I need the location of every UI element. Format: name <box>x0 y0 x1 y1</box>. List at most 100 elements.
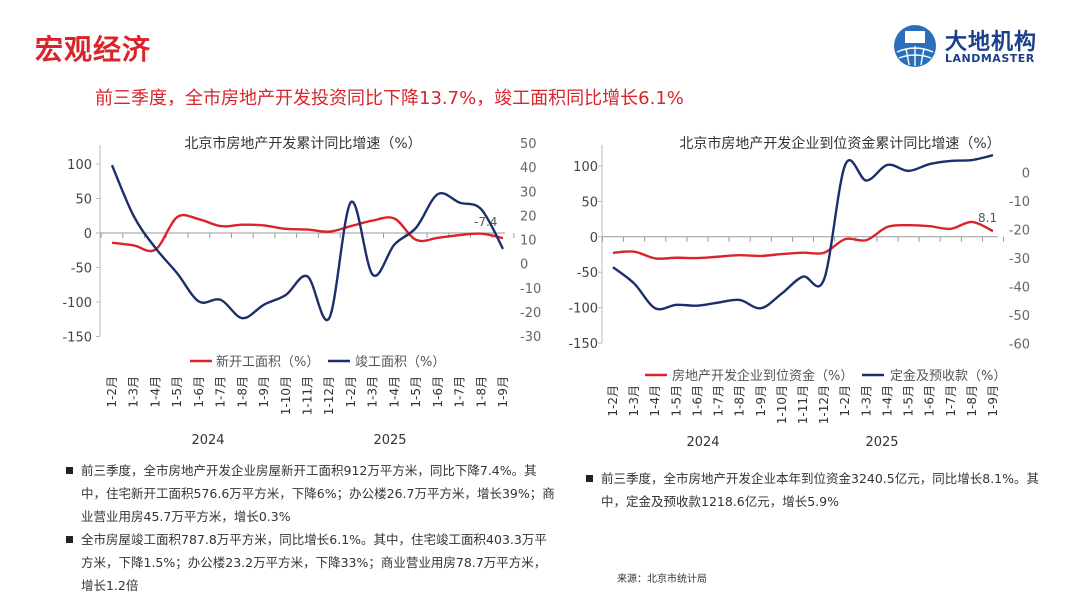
y-tick-label-left: 50 <box>581 195 598 210</box>
x-tick-label: 1-2月 <box>838 385 852 417</box>
y-tick-label-right: -30 <box>520 330 541 345</box>
x-tick-label: 1-4月 <box>148 376 162 408</box>
x-tick-label: 1-2月 <box>344 376 358 408</box>
x-tick-label: 1-6月 <box>431 376 445 408</box>
x-tick-label: 1-4月 <box>387 376 401 408</box>
x-tick-label: 1-2月 <box>105 376 119 408</box>
y-tick-label-right: -10 <box>520 282 541 297</box>
y-tick-label-right: 0 <box>1022 166 1030 181</box>
y-tick-label-left: 100 <box>573 160 598 175</box>
y-tick-label-right: 50 <box>520 137 537 152</box>
note-item: 全市房屋竣工面积787.8万平方米，同比增长6.1%。其中，住宅竣工面积403.… <box>66 528 556 597</box>
note-text: 前三季度，全市房地产开发企业本年到位资金3240.5亿元，同比增长8.1%。其中… <box>601 471 1039 509</box>
source-note: 来源：北京市统计局 <box>617 574 707 585</box>
x-tick-label: 1-12月 <box>322 376 336 415</box>
notes-right: 前三季度，全市房地产开发企业本年到位资金3240.5亿元，同比增长8.1%。其中… <box>586 467 1056 513</box>
legend-label: 竣工面积（%） <box>355 355 445 370</box>
y-tick-label-left: -100 <box>62 296 92 311</box>
note-text: 全市房屋竣工面积787.8万平方米，同比增长6.1%。其中，住宅竣工面积403.… <box>81 532 547 593</box>
year-group-label: 2024 <box>686 435 719 450</box>
y-tick-label-right: 20 <box>520 209 537 224</box>
chart-title: 北京市房地产开发累计同比增速（%） <box>184 135 421 152</box>
x-tick-label: 1-8月 <box>235 376 249 408</box>
y-tick-label-right: -10 <box>1009 195 1030 210</box>
globe-logo-icon <box>894 25 936 67</box>
y-tick-label-left: -100 <box>568 302 598 317</box>
x-tick-label: 1-5月 <box>409 376 423 408</box>
legend-label: 房地产开发企业到位资金（%） <box>672 368 853 384</box>
y-tick-label-right: -30 <box>1009 252 1030 267</box>
slide-subtitle: 前三季度，全市房地产开发投资同比下降13.7%，竣工面积同比增长6.1% <box>95 88 684 109</box>
x-tick-label: 1-11月 <box>301 376 315 415</box>
x-tick-label: 1-5月 <box>669 385 683 417</box>
logo-name-en: LANDMASTER <box>945 52 1035 65</box>
y-tick-label-left: 50 <box>75 193 92 208</box>
note-item: 前三季度，全市房地产开发企业房屋新开工面积912万平方米，同比下降7.4%。其中… <box>66 459 556 528</box>
year-group-label: 2025 <box>373 433 406 448</box>
x-tick-label: 1-8月 <box>733 385 747 417</box>
year-group-label: 2024 <box>191 433 224 448</box>
x-tick-label: 1-4月 <box>648 385 662 417</box>
x-tick-label: 1-9月 <box>496 376 510 408</box>
y-tick-label-right: 10 <box>520 234 537 249</box>
x-tick-label: 1-8月 <box>965 385 979 417</box>
y-tick-label-right: -20 <box>520 306 541 321</box>
legend-label: 新开工面积（%） <box>216 354 319 370</box>
x-tick-label: 1-3月 <box>366 376 380 408</box>
x-tick-label: 1-3月 <box>859 385 873 417</box>
y-tick-label-left: 0 <box>84 227 92 242</box>
x-tick-label: 1-12月 <box>817 385 831 424</box>
x-tick-label: 1-7月 <box>944 385 958 417</box>
x-tick-label: 1-3月 <box>627 385 641 417</box>
x-tick-label: 1-7月 <box>453 376 467 408</box>
x-tick-label: 1-4月 <box>880 385 894 417</box>
x-tick-label: 1-5月 <box>170 376 184 408</box>
x-tick-label: 1-8月 <box>474 376 488 408</box>
y-tick-label-left: -150 <box>568 337 598 352</box>
x-tick-label: 1-9月 <box>754 385 768 417</box>
legend-label: 定金及预收款（%） <box>890 368 1006 384</box>
y-tick-label-right: -40 <box>1009 280 1030 295</box>
y-tick-label-left: -50 <box>71 262 92 277</box>
x-tick-label: 1-10月 <box>279 376 293 415</box>
note-item: 前三季度，全市房地产开发企业本年到位资金3240.5亿元，同比增长8.1%。其中… <box>586 467 1056 513</box>
x-tick-label: 1-9月 <box>257 376 271 408</box>
y-tick-label-left: -150 <box>62 331 92 346</box>
logo-name-cn: 大地机构 <box>945 30 1038 55</box>
x-tick-label: 1-6月 <box>192 376 206 408</box>
x-tick-label: 1-5月 <box>902 385 916 417</box>
x-tick-label: 1-3月 <box>127 376 141 408</box>
chart-new-start-completion: 北京市房地产开发累计同比增速（%） 100500-50-100-15050403… <box>62 135 541 448</box>
y-tick-label-right: 40 <box>520 161 537 176</box>
x-tick-label: 1-10月 <box>775 385 789 424</box>
y-tick-label-left: -50 <box>577 266 598 281</box>
y-tick-label-right: 30 <box>520 185 537 200</box>
x-tick-label: 1-6月 <box>923 385 937 417</box>
bullet-square-icon <box>586 475 593 482</box>
year-group-label: 2025 <box>865 435 898 450</box>
series-line-1 <box>612 220 994 260</box>
chart-funding: 北京市房地产开发企业到位资金累计同比增速（%） 100500-50-100-15… <box>568 135 1030 450</box>
x-tick-label: 1-6月 <box>690 385 704 417</box>
y-tick-label-left: 100 <box>67 158 92 173</box>
slide-title: 宏观经济 <box>35 33 152 66</box>
notes-left: 前三季度，全市房地产开发企业房屋新开工面积912万平方米，同比下降7.4%。其中… <box>66 459 556 597</box>
data-label: 8.1 <box>978 211 997 225</box>
bullet-square-icon <box>66 467 73 474</box>
x-tick-label: 1-11月 <box>796 385 810 424</box>
x-tick-label: 1-2月 <box>606 385 620 417</box>
y-tick-label-right: -20 <box>1009 223 1030 238</box>
y-tick-label-right: -50 <box>1009 309 1030 324</box>
y-tick-label-right: 0 <box>520 258 528 273</box>
landmaster-logo: 大地机构 LANDMASTER <box>893 24 1053 68</box>
y-tick-label-right: -60 <box>1009 337 1030 352</box>
y-tick-label-left: 0 <box>590 231 598 246</box>
series-line-2 <box>110 164 505 322</box>
x-tick-label: 1-7月 <box>712 385 726 417</box>
note-text: 前三季度，全市房地产开发企业房屋新开工面积912万平方米，同比下降7.4%。其中… <box>81 463 555 524</box>
series-line-2 <box>612 154 994 311</box>
x-tick-label: 1-9月 <box>986 385 1000 417</box>
x-tick-label: 1-7月 <box>214 376 228 408</box>
chart-title: 北京市房地产开发企业到位资金累计同比增速（%） <box>679 135 1000 152</box>
